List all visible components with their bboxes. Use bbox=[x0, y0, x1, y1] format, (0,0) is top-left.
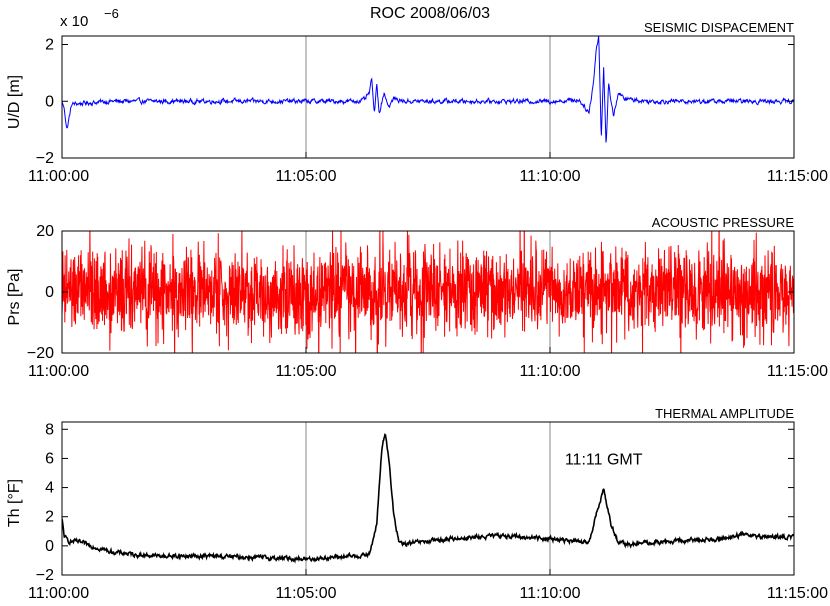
y-tick-label: 20 bbox=[36, 223, 54, 240]
y-tick-label: 6 bbox=[45, 450, 54, 467]
x-tick-label: 11:05:00 bbox=[275, 168, 336, 185]
x-tick-label: 11:10:00 bbox=[519, 585, 580, 602]
panel-title: ACOUSTIC PRESSURE bbox=[652, 215, 795, 230]
y-tick-label: 4 bbox=[45, 480, 54, 497]
chart-panel: −20 0 20 11:00:00 11:05:00 11:10:00 11:15:00 AC… bbox=[6, 215, 828, 380]
chart-panel: −2 0 2 11:00:00 11:05:00 11:10:00 11:15:00 SEIS… bbox=[6, 20, 828, 185]
x-tick-label: 11:00:00 bbox=[28, 363, 89, 380]
x-tick-label: 11:10:00 bbox=[519, 363, 580, 380]
y-axis-label: U/D [m] bbox=[6, 75, 23, 129]
panel-title: SEISMIC DISPACEMENT bbox=[644, 20, 794, 35]
y-tick-label: 8 bbox=[45, 421, 54, 438]
x-tick-label: 11:15:00 bbox=[767, 363, 828, 380]
y-axis-label: Th [°F] bbox=[6, 479, 23, 527]
panel-title: THERMAL AMPLITUDE bbox=[655, 406, 794, 421]
annotation: 11:11 GMT bbox=[565, 451, 643, 468]
exponent-label: x 10 bbox=[60, 13, 88, 30]
y-tick-label: −2 bbox=[36, 567, 54, 584]
y-tick-label: 0 bbox=[45, 538, 54, 555]
y-axis-label: Prs [Pa] bbox=[6, 269, 23, 326]
y-tick-label: 0 bbox=[45, 93, 54, 110]
chart-panel: −2 0 2 4 6 8 11:00:00 11:05:00 11:10:00 11:15:00 T… bbox=[6, 406, 828, 602]
exponent-power: −6 bbox=[104, 6, 119, 21]
y-tick-label: −2 bbox=[36, 150, 54, 167]
x-tick-label: 11:00:00 bbox=[28, 585, 89, 602]
x-tick-label: 11:15:00 bbox=[767, 585, 828, 602]
figure-title: ROC 2008/06/03 bbox=[370, 5, 490, 22]
plot-frame bbox=[61, 35, 795, 159]
x-tick-label: 11:00:00 bbox=[28, 168, 89, 185]
y-tick-label: 2 bbox=[45, 37, 54, 54]
series-line bbox=[62, 36, 794, 143]
series-line bbox=[62, 231, 794, 353]
x-tick-label: 11:15:00 bbox=[767, 168, 828, 185]
plot-frame bbox=[61, 421, 795, 576]
y-tick-label: 2 bbox=[45, 509, 54, 526]
y-tick-label: −20 bbox=[27, 345, 54, 362]
y-tick-label: 0 bbox=[45, 284, 54, 301]
x-tick-label: 11:05:00 bbox=[275, 363, 336, 380]
series-line bbox=[62, 433, 794, 564]
x-tick-label: 11:10:00 bbox=[519, 168, 580, 185]
x-tick-label: 11:05:00 bbox=[275, 585, 336, 602]
